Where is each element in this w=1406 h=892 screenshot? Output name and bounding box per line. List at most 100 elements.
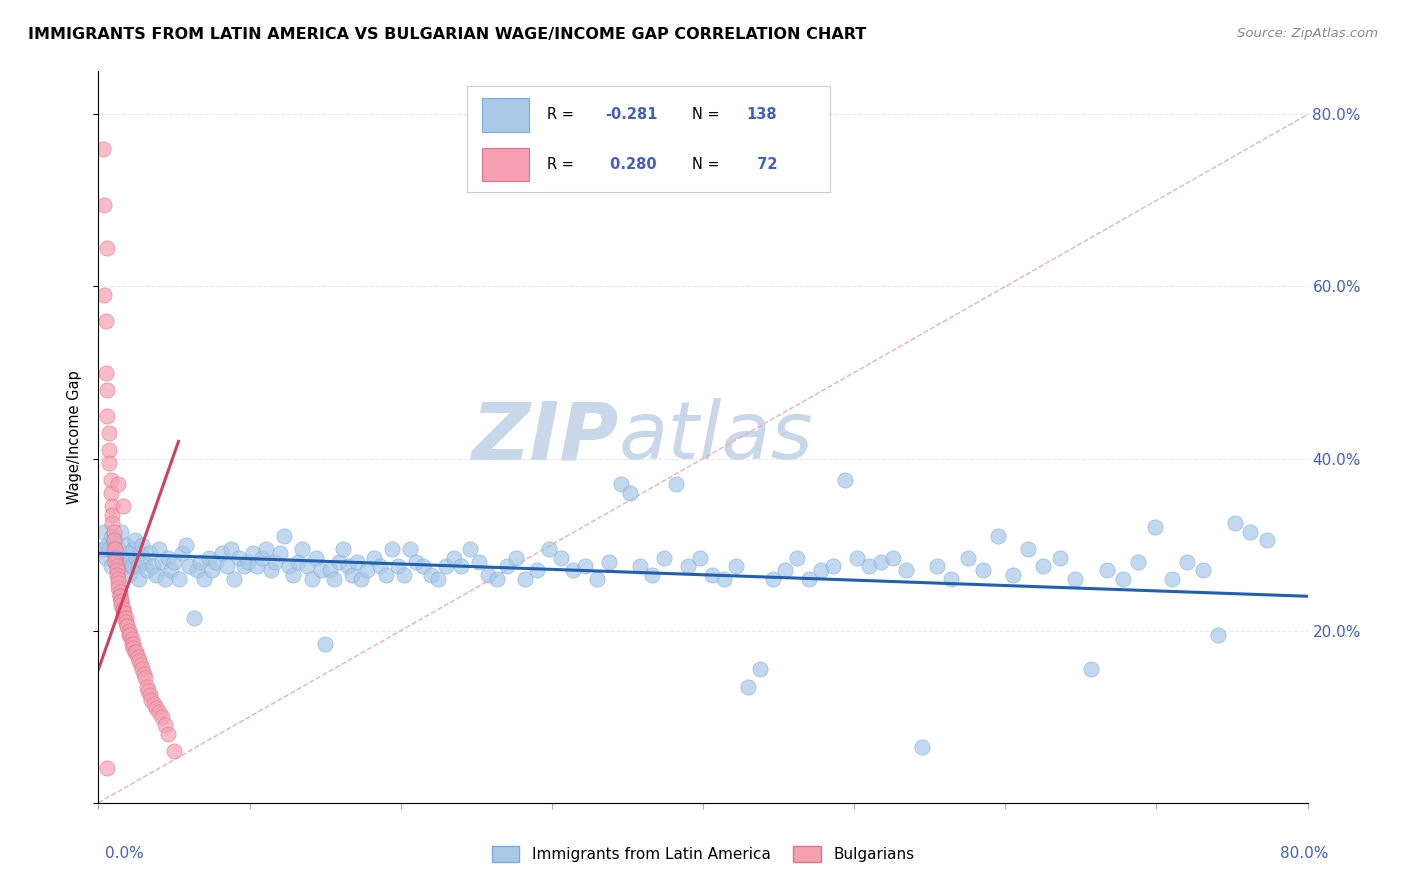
Point bbox=[125, 645, 148, 659]
Point bbox=[381, 541, 404, 556]
Point bbox=[114, 615, 136, 629]
Point bbox=[107, 572, 129, 586]
Point bbox=[163, 555, 186, 569]
Point bbox=[350, 572, 373, 586]
Point bbox=[894, 564, 917, 578]
Point bbox=[103, 533, 125, 548]
Point bbox=[526, 564, 548, 578]
Point bbox=[513, 572, 536, 586]
Point bbox=[156, 550, 179, 565]
Point bbox=[120, 628, 142, 642]
Point bbox=[846, 550, 869, 565]
Point bbox=[619, 486, 641, 500]
Point bbox=[131, 538, 153, 552]
Point bbox=[242, 546, 264, 560]
Point bbox=[221, 541, 243, 556]
Point bbox=[342, 567, 364, 582]
Point bbox=[101, 508, 124, 522]
Point bbox=[127, 649, 149, 664]
Point bbox=[550, 550, 572, 565]
Point bbox=[246, 559, 269, 574]
Point bbox=[676, 559, 699, 574]
Point bbox=[105, 555, 128, 569]
Point bbox=[628, 559, 651, 574]
Point bbox=[1160, 572, 1182, 586]
Point bbox=[145, 567, 167, 582]
Point bbox=[107, 541, 129, 556]
Point bbox=[197, 550, 219, 565]
Point bbox=[114, 611, 136, 625]
Point bbox=[122, 640, 145, 655]
Point bbox=[939, 572, 962, 586]
Point bbox=[111, 550, 134, 565]
Point bbox=[450, 559, 472, 574]
Point bbox=[141, 692, 163, 706]
Point bbox=[598, 555, 620, 569]
Point bbox=[1223, 516, 1246, 530]
Point bbox=[121, 637, 143, 651]
Point bbox=[505, 550, 527, 565]
Point bbox=[295, 559, 318, 574]
Point bbox=[103, 546, 125, 560]
Point bbox=[689, 550, 711, 565]
Point bbox=[111, 602, 134, 616]
Point bbox=[156, 727, 179, 741]
Point bbox=[179, 559, 201, 574]
Point bbox=[122, 637, 145, 651]
Point bbox=[537, 541, 560, 556]
Point bbox=[236, 555, 259, 569]
Point bbox=[392, 567, 415, 582]
Point bbox=[115, 619, 138, 633]
Point bbox=[443, 550, 465, 565]
Point bbox=[1080, 662, 1102, 676]
Point bbox=[186, 564, 208, 578]
Point bbox=[323, 572, 346, 586]
Point bbox=[412, 559, 434, 574]
Point bbox=[93, 288, 115, 302]
Point bbox=[96, 409, 118, 423]
Point bbox=[98, 442, 121, 457]
Point bbox=[96, 241, 118, 255]
Point bbox=[104, 533, 127, 548]
Point bbox=[761, 572, 783, 586]
Point bbox=[150, 710, 173, 724]
Point bbox=[420, 567, 443, 582]
Point bbox=[458, 541, 481, 556]
Text: atlas: atlas bbox=[619, 398, 813, 476]
Point bbox=[254, 541, 277, 556]
Point bbox=[786, 550, 808, 565]
Point bbox=[250, 550, 273, 565]
Point bbox=[94, 550, 117, 565]
Point bbox=[111, 499, 134, 513]
Point bbox=[927, 559, 949, 574]
Point bbox=[574, 559, 596, 574]
Point bbox=[145, 701, 167, 715]
Point bbox=[121, 632, 143, 647]
Point bbox=[387, 559, 409, 574]
Point bbox=[269, 546, 291, 560]
Point bbox=[163, 744, 186, 758]
Point bbox=[94, 366, 117, 380]
Point bbox=[98, 425, 121, 440]
Point bbox=[105, 564, 128, 578]
Legend: Immigrants from Latin America, Bulgarians: Immigrants from Latin America, Bulgarian… bbox=[485, 840, 921, 868]
Text: IMMIGRANTS FROM LATIN AMERICA VS BULGARIAN WAGE/INCOME GAP CORRELATION CHART: IMMIGRANTS FROM LATIN AMERICA VS BULGARI… bbox=[28, 27, 866, 42]
Point bbox=[224, 572, 246, 586]
Point bbox=[1095, 564, 1118, 578]
Point bbox=[118, 567, 141, 582]
Point bbox=[834, 473, 856, 487]
Point bbox=[1049, 550, 1071, 565]
Point bbox=[131, 662, 153, 676]
Point bbox=[110, 593, 132, 607]
Point bbox=[93, 524, 115, 539]
Point bbox=[103, 541, 125, 556]
Point bbox=[107, 581, 129, 595]
Point bbox=[129, 546, 152, 560]
Point bbox=[870, 555, 893, 569]
Point bbox=[148, 541, 170, 556]
Point bbox=[104, 555, 127, 569]
Point bbox=[111, 607, 134, 621]
Point bbox=[405, 555, 427, 569]
Point bbox=[821, 559, 844, 574]
Point bbox=[283, 567, 305, 582]
